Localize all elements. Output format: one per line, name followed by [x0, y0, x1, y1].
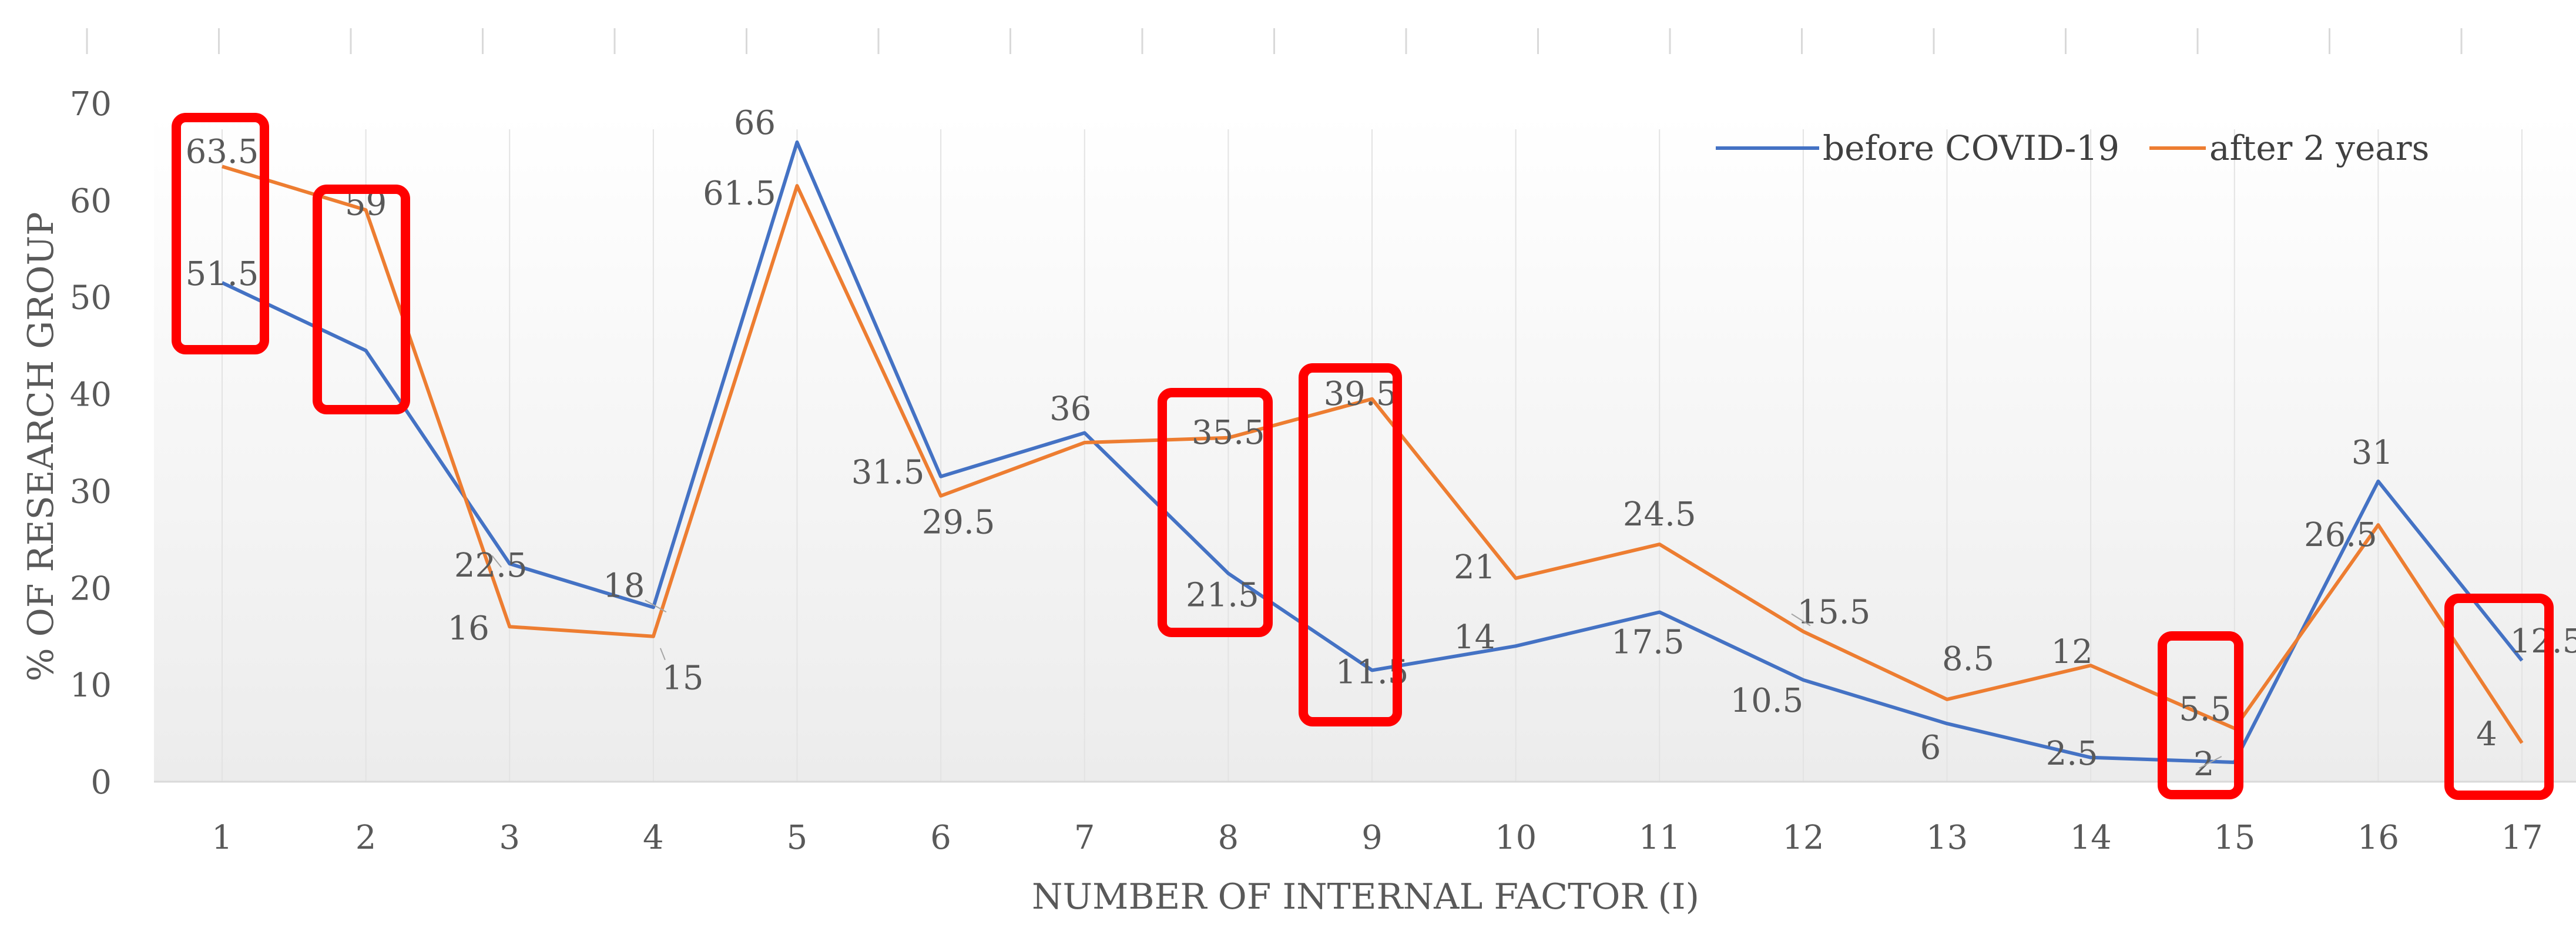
highlight-box — [2158, 631, 2243, 799]
x-tick-label: 1 — [212, 819, 233, 857]
y-tick-label: 30 — [70, 473, 112, 511]
series-lines — [221, 140, 2524, 764]
highlight-boxes — [172, 113, 2554, 800]
data-label: 4 — [2476, 715, 2497, 753]
highlight-box — [2444, 594, 2554, 800]
x-axis-title: NUMBER OF INTERNAL FACTOR (I) — [1032, 876, 1699, 917]
x-tick-label: 5 — [787, 819, 808, 857]
data-label: 5.5 — [2179, 690, 2231, 728]
data-label: 21 — [1454, 548, 1495, 587]
x-tick-label: 3 — [499, 819, 520, 857]
y-tick-label: 20 — [70, 570, 112, 608]
legend-label: before COVID-19 — [1823, 128, 2119, 168]
y-tick-label: 70 — [70, 85, 112, 123]
x-tick-label: 15 — [2213, 819, 2255, 857]
y-axis-title: % OF RESEARCH GROUP — [21, 212, 62, 682]
series-line-before-covid — [221, 140, 2524, 764]
data-label: 6 — [1920, 729, 1941, 767]
data-label: 63.5 — [186, 133, 259, 171]
plot-area — [154, 112, 2576, 782]
y-tick-label: 40 — [70, 376, 112, 414]
series-line-after-2-years — [222, 165, 2524, 744]
data-label: 8.5 — [1942, 640, 1994, 678]
data-label: 22.5 — [454, 547, 528, 585]
y-tick-label: 0 — [90, 763, 112, 802]
y-tick-label: 50 — [70, 279, 112, 317]
leader-line — [645, 600, 667, 613]
data-label: 31.5 — [851, 454, 925, 492]
data-label: 61.5 — [703, 175, 776, 213]
data-label: 18 — [603, 567, 645, 605]
x-tick-label: 17 — [2501, 819, 2543, 857]
data-label: 2 — [2193, 745, 2215, 783]
highlight-box — [172, 113, 269, 354]
data-label: 2.5 — [2046, 735, 2098, 773]
highlight-box — [1158, 388, 1273, 637]
data-label: 10.5 — [1730, 682, 1804, 720]
data-label: 35.5 — [1192, 414, 1265, 452]
data-label: 26.5 — [2304, 516, 2377, 554]
data-label: 39.5 — [1324, 375, 1397, 413]
label-leader-lines — [491, 555, 2222, 769]
data-label: 21.5 — [1186, 577, 1259, 615]
leader-line — [2199, 756, 2222, 769]
gridlines — [222, 129, 2523, 782]
leader-line — [1791, 613, 1811, 627]
x-tick-label: 4 — [643, 819, 664, 857]
data-label: 66 — [734, 104, 776, 142]
x-tick-label: 16 — [2357, 819, 2399, 857]
data-label: 15.5 — [1797, 593, 1871, 631]
data-label: 14 — [1454, 618, 1495, 657]
x-tick-label: 7 — [1074, 819, 1095, 857]
data-label: 31 — [2352, 434, 2393, 472]
data-label: 15 — [662, 659, 703, 698]
top-tick-marks — [86, 28, 2463, 54]
highlight-box — [1299, 363, 1402, 726]
y-tick-label: 60 — [70, 182, 112, 220]
data-label: 51.5 — [186, 255, 259, 293]
legend-label: after 2 years — [2209, 128, 2429, 168]
legend: before COVID-19 after 2 years — [1716, 128, 2429, 168]
data-label: 17.5 — [1611, 624, 1685, 662]
highlight-box — [313, 185, 410, 414]
x-tick-label: 9 — [1361, 819, 1383, 857]
data-label: 12 — [2051, 633, 2092, 671]
x-tick-label: 12 — [1782, 819, 1824, 857]
leader-line — [491, 555, 502, 568]
data-label: 29.5 — [922, 504, 995, 542]
x-tick-label: 2 — [355, 819, 377, 857]
x-tick-label: 8 — [1218, 819, 1239, 857]
x-tick-label: 14 — [2069, 819, 2111, 857]
x-tick-label: 13 — [1926, 819, 1968, 857]
leader-line — [659, 648, 666, 661]
data-label: 24.5 — [1623, 495, 1696, 534]
data-label: 16 — [448, 609, 489, 648]
data-label: 12.5 — [2510, 622, 2576, 661]
x-tick-label: 10 — [1495, 819, 1537, 857]
y-tick-label: 10 — [70, 667, 112, 705]
data-label: 36 — [1049, 390, 1091, 428]
x-tick-label: 6 — [930, 819, 951, 857]
x-tick-label: 11 — [1639, 819, 1681, 857]
